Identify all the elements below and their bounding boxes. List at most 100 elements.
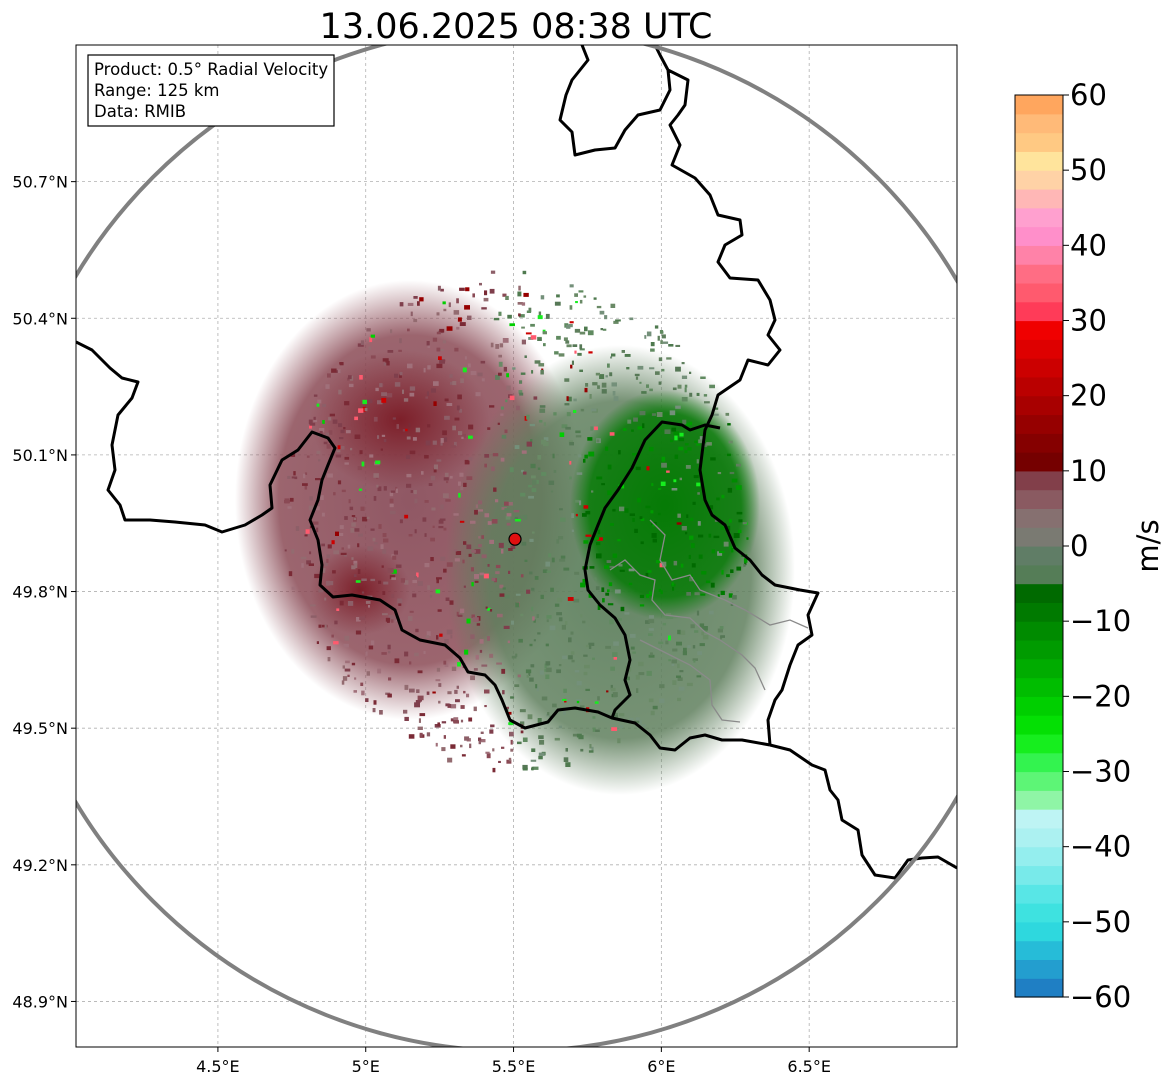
echo-pixel [437, 722, 440, 727]
echo-pixel [415, 700, 421, 703]
echo-pixel [539, 408, 546, 413]
echo-pixel [327, 657, 331, 662]
echo-pixel [698, 534, 704, 538]
echo-pixel [484, 290, 488, 296]
echo-pixel [601, 389, 607, 394]
echo-pixel [468, 435, 473, 439]
echo-pixel [354, 434, 361, 439]
echo-pixel [672, 648, 678, 652]
echo-pixel [480, 731, 484, 734]
echo-pixel [424, 563, 430, 568]
echo-pixel [393, 550, 398, 555]
echo-pixel [345, 660, 350, 664]
colorbar-bands [1015, 95, 1063, 998]
echo-pixel [484, 454, 490, 458]
colorbar-band [1015, 865, 1063, 885]
echo-pixel [635, 466, 641, 471]
echo-pixel [573, 398, 577, 402]
echo-pixel [413, 490, 417, 495]
echo-pixel [325, 432, 330, 437]
echo-pixel [473, 706, 477, 712]
echo-pixel [732, 595, 737, 600]
echo-pixel [584, 326, 588, 332]
echo-pixel [489, 539, 494, 544]
echo-pixel [520, 492, 526, 497]
echo-pixel [629, 513, 635, 516]
echo-pixel [403, 709, 408, 714]
echo-pixel [443, 735, 446, 739]
echo-pixel [702, 635, 709, 640]
echo-pixel [579, 369, 583, 372]
echo-pixel [580, 614, 583, 618]
colorbar-band [1015, 433, 1063, 453]
echo-pixel [498, 372, 502, 376]
echo-pixel [569, 321, 574, 324]
echo-pixel [599, 374, 605, 379]
echo-pixel [370, 578, 376, 582]
echo-pixel [453, 720, 459, 724]
echo-pixel [677, 697, 682, 702]
echo-pixel [328, 430, 333, 435]
echo-pixel [485, 751, 490, 754]
echo-pixel [637, 365, 644, 370]
echo-pixel [475, 654, 479, 660]
radar-site-marker [508, 532, 522, 546]
echo-pixel [490, 270, 496, 274]
echo-inbound-core [310, 350, 490, 490]
echo-pixel [580, 748, 584, 752]
echo-pixel [306, 560, 311, 565]
echo-pixel [546, 570, 551, 573]
echo-pixel [704, 443, 708, 448]
echo-pixel [481, 535, 484, 539]
echo-pixel [326, 558, 329, 563]
echo-pixel [399, 372, 403, 376]
echo-pixel [414, 576, 417, 579]
echo-pixel [313, 419, 317, 422]
echo-pixel [435, 589, 441, 594]
echo-pixel [319, 430, 323, 435]
echo-pixel [373, 416, 378, 422]
echo-pixel [543, 343, 546, 347]
echo-pixel [385, 360, 390, 366]
echo-pixel [526, 441, 532, 447]
echo-pixel [526, 310, 531, 313]
echo-pixel [521, 541, 527, 546]
echo-pixel [641, 391, 647, 394]
echo-pixel [495, 344, 500, 349]
echo-pixel [310, 604, 316, 607]
echo-pixel [686, 682, 693, 687]
echo-pixel [729, 519, 732, 523]
echo-pixel [672, 586, 675, 591]
echo-pixel [558, 664, 562, 667]
echo-pixel [443, 527, 447, 531]
echo-pixel [673, 479, 677, 483]
echo-pixel [605, 645, 611, 649]
echo-pixel [437, 609, 442, 612]
echo-pixel [442, 493, 449, 499]
echo-pixel [398, 349, 402, 352]
echo-pixel [341, 680, 345, 685]
echo-pixel [467, 363, 471, 368]
echo-pixel [350, 527, 355, 533]
echo-pixel [450, 718, 456, 722]
echo-pixel [394, 382, 401, 387]
echo-pixel [668, 344, 674, 347]
colorbar-band [1015, 602, 1063, 622]
echo-pixel [344, 462, 349, 465]
echo-pixel [317, 399, 322, 404]
echo-pixel [682, 651, 687, 656]
echo-pixel [454, 441, 457, 447]
echo-pixel [390, 490, 396, 493]
echo-pixel [486, 753, 491, 759]
echo-pixel [502, 690, 505, 695]
echo-pixel [417, 726, 423, 730]
echo-pixel [681, 526, 687, 531]
colorbar-band [1015, 245, 1063, 265]
echo-pixel [449, 600, 454, 605]
echo-pixel [478, 737, 482, 742]
echo-pixel [417, 695, 424, 701]
echo-pixel [554, 301, 561, 306]
echo-pixel [630, 646, 635, 650]
echo-pixel [478, 500, 483, 505]
